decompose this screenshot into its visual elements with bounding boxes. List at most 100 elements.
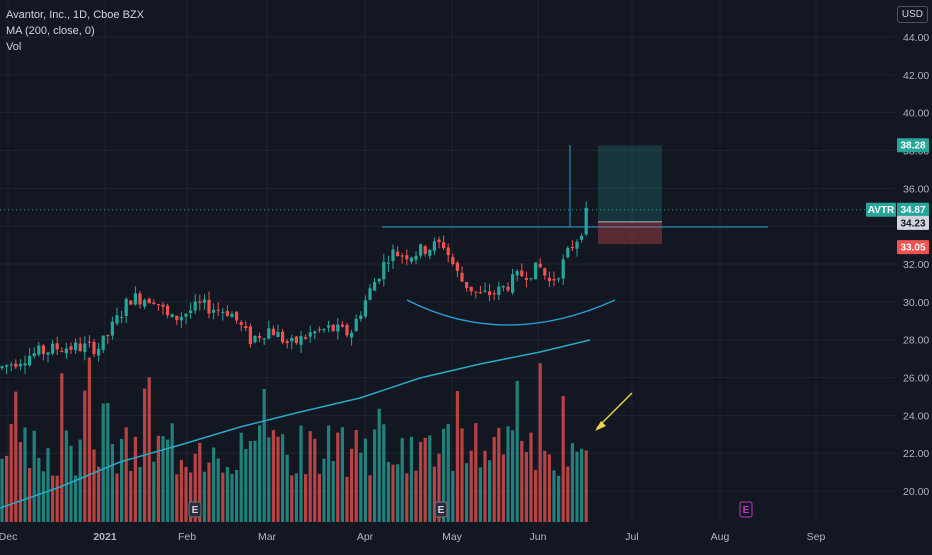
candle-body <box>271 328 275 336</box>
candle-body <box>129 300 133 305</box>
volume-bar <box>331 461 335 522</box>
candle-body <box>262 338 266 340</box>
candle-body <box>570 247 574 249</box>
volume-bar <box>262 389 266 522</box>
currency-button[interactable]: USD <box>896 6 928 23</box>
last-price-tag-value: 34.87 <box>900 205 925 216</box>
volume-bar <box>584 450 588 522</box>
candle-body <box>451 257 455 265</box>
candle-body <box>373 282 377 291</box>
volume-bar <box>87 357 91 522</box>
candle-body <box>202 299 206 303</box>
candle-body <box>189 310 193 314</box>
volume-bar <box>51 475 55 522</box>
candle-body <box>248 326 252 345</box>
volume-bar <box>350 448 354 522</box>
candle-body <box>115 315 119 324</box>
candle-body <box>5 365 9 367</box>
volume-bar <box>248 441 252 522</box>
earnings-marker-box <box>188 501 202 518</box>
candle-body <box>584 207 588 235</box>
candle-body <box>552 279 556 281</box>
candle-body <box>239 321 243 325</box>
candle-body <box>520 270 524 277</box>
volume-bar <box>267 437 271 522</box>
volume-bar <box>317 473 321 522</box>
candle-body <box>60 351 64 353</box>
volume-bar <box>492 436 496 522</box>
volume-bar <box>60 373 64 522</box>
volume-bar <box>138 466 142 522</box>
volume-bar <box>225 467 229 522</box>
candle-body <box>432 241 436 251</box>
volume-bar <box>258 425 262 522</box>
volume-bar <box>46 448 50 522</box>
earnings-marker: E <box>739 501 753 518</box>
candle-body <box>483 290 487 292</box>
candle-body <box>368 288 372 300</box>
candle-body <box>363 300 367 317</box>
volume-bar <box>405 473 409 522</box>
candle-body <box>143 300 147 307</box>
volume-bar <box>497 427 501 522</box>
candle-body <box>166 305 170 316</box>
candle-body <box>133 293 137 305</box>
candle-body <box>474 291 478 293</box>
candle-body <box>97 348 101 356</box>
volume-bar <box>304 474 308 522</box>
volume-bar <box>575 451 579 522</box>
volume-bar <box>561 395 565 522</box>
candle-body <box>501 286 505 288</box>
volume-bar <box>313 438 317 522</box>
candle-body <box>469 286 473 292</box>
volume-bar <box>432 466 436 522</box>
candle-body <box>212 309 216 313</box>
candle-body <box>37 345 41 355</box>
candle-body <box>524 277 528 280</box>
volume-bar <box>570 443 574 522</box>
volume-bar <box>423 437 427 522</box>
volume-bar <box>474 423 478 522</box>
volume-bar <box>101 403 105 522</box>
volume-bar <box>133 436 137 522</box>
symbol-title[interactable]: Avantor, Inc., 1D, Cboe BZX <box>6 9 144 21</box>
candle-body <box>32 353 36 357</box>
candle-body <box>152 302 156 304</box>
volume-bar <box>170 423 174 522</box>
volume-bar <box>382 424 386 522</box>
ma-indicator-label[interactable]: MA (200, close, 0) <box>6 25 95 37</box>
volume-bar <box>524 451 528 522</box>
candle-body <box>290 338 294 342</box>
volume-bar <box>400 438 404 522</box>
candle-body <box>359 315 363 320</box>
volume-bar <box>501 454 505 522</box>
time-tick-label: Dec <box>0 531 17 543</box>
volume-bar <box>529 432 533 522</box>
volume-bar <box>202 471 206 522</box>
candle-body <box>92 341 96 355</box>
profit-zone <box>598 145 662 222</box>
volume-bar <box>520 440 524 522</box>
candle-body <box>345 324 349 336</box>
candle-body <box>327 325 331 328</box>
candle-body <box>354 318 358 332</box>
candle-body <box>230 313 234 318</box>
volume-indicator-label[interactable]: Vol <box>6 41 22 53</box>
candle-body <box>14 363 18 368</box>
volume-bar <box>428 435 432 522</box>
volume-bar <box>156 435 160 522</box>
volume-bar <box>239 432 243 522</box>
candle-body <box>74 342 78 351</box>
volume-arrow-head <box>595 421 606 431</box>
volume-bar <box>110 444 114 522</box>
candle-body <box>561 259 565 279</box>
candle-body <box>9 364 13 366</box>
volume-bar <box>543 450 547 522</box>
candle-body <box>317 329 321 331</box>
volume-bar <box>230 473 234 522</box>
entry-tag-bg <box>897 215 929 230</box>
time-tick-label: Feb <box>178 531 196 543</box>
candle-body <box>465 282 469 288</box>
